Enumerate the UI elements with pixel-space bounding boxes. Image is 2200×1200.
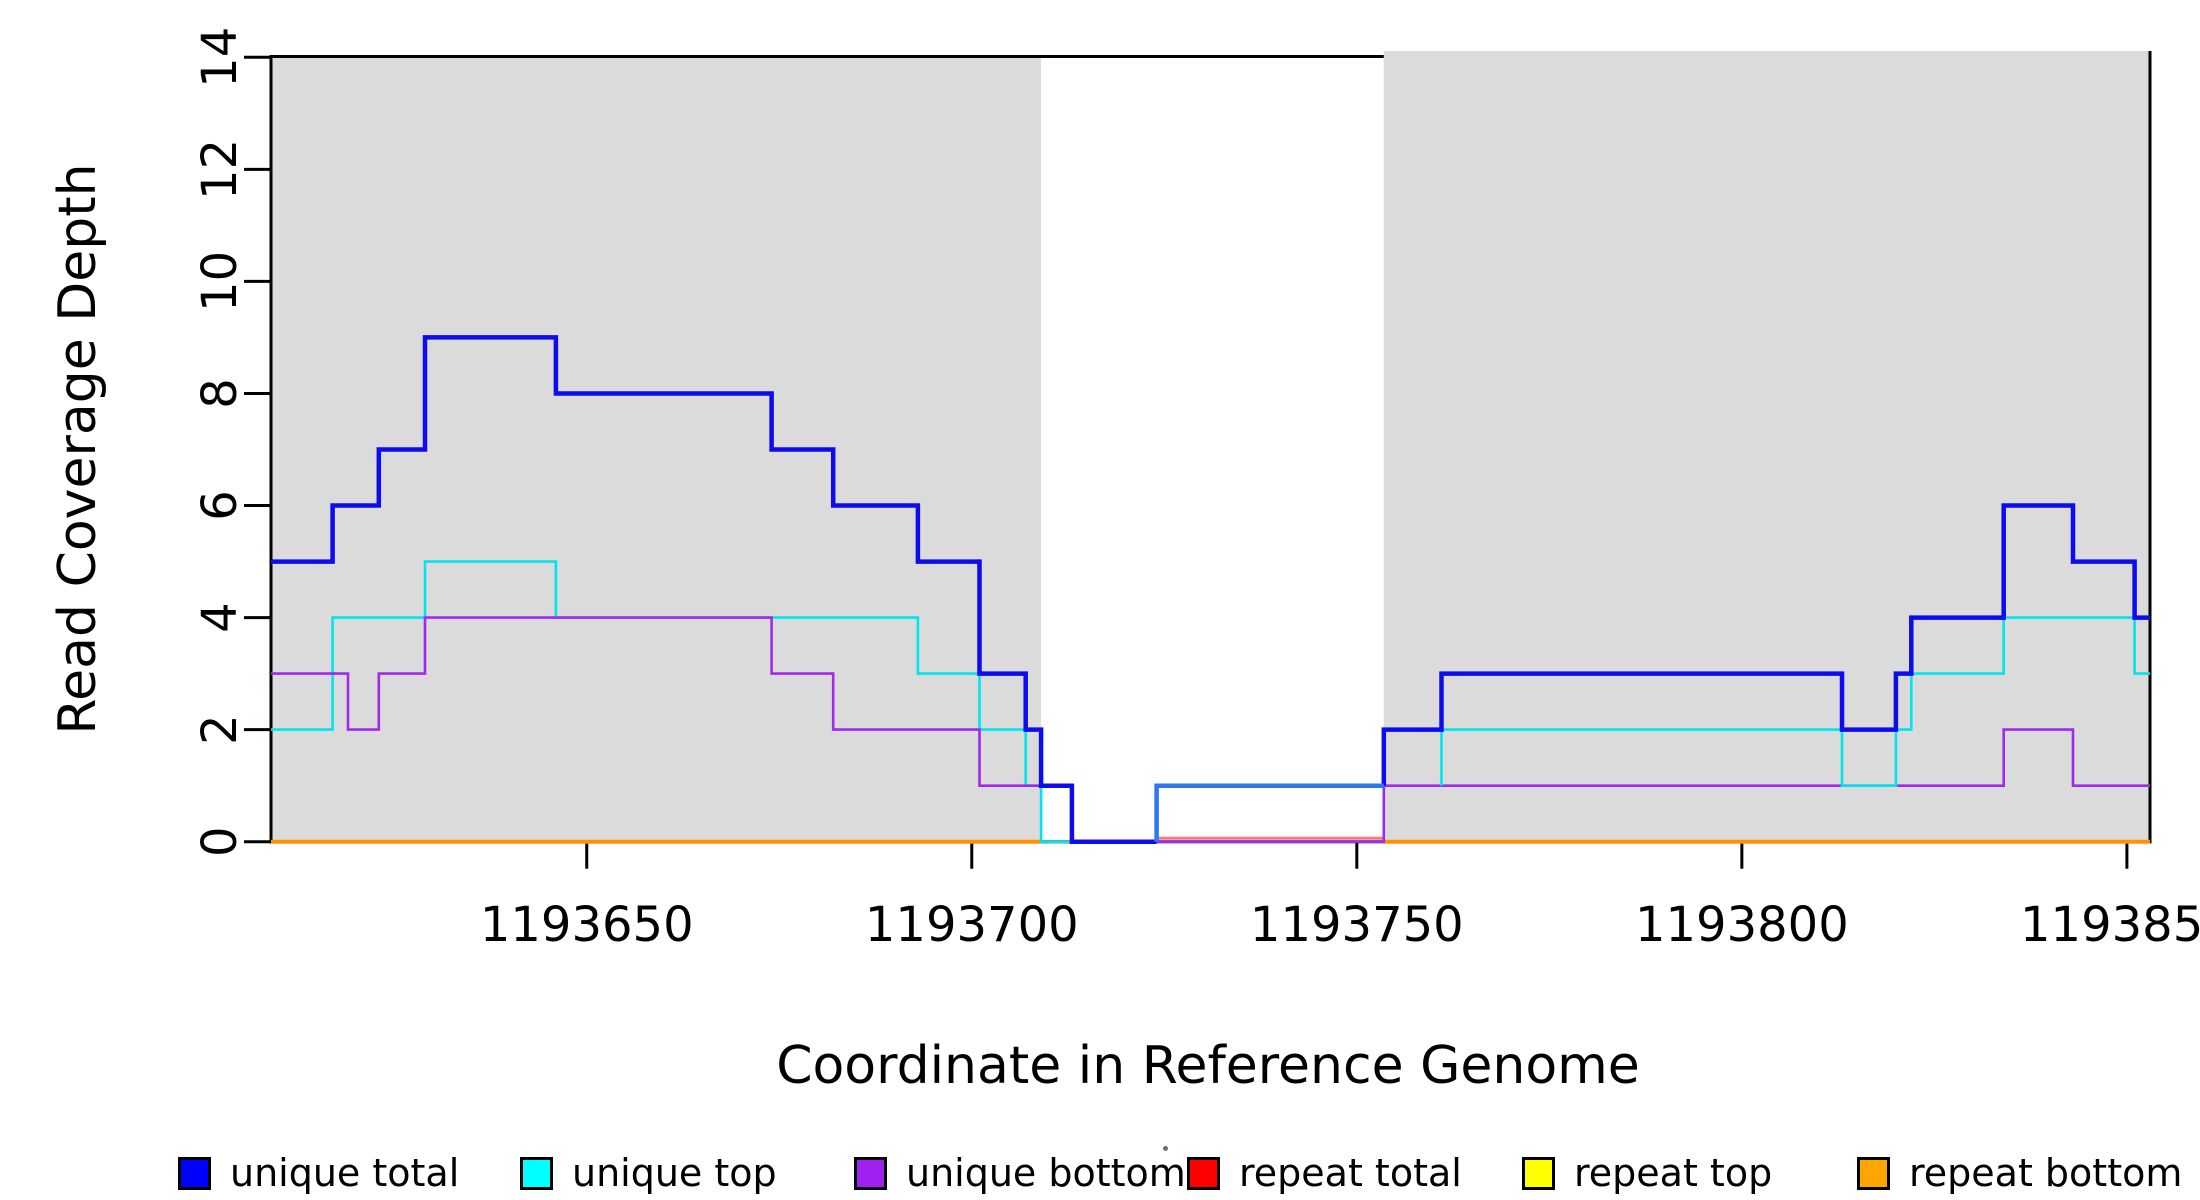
x-tick-label: 1193650 (480, 897, 694, 953)
legend-label: unique top (572, 1151, 777, 1195)
y-tick-label: 8 (192, 378, 248, 409)
legend-label: repeat total (1239, 1151, 1462, 1195)
stray-mark (1163, 1146, 1168, 1151)
unique-total-line-left (271, 335, 1157, 844)
legend-swatch-repeat-top (1522, 1156, 1555, 1190)
legend-label: unique total (230, 1151, 460, 1195)
legend-swatch-unique-total (178, 1156, 211, 1190)
unique-bottom-line (271, 616, 2150, 843)
legend: unique total unique top unique bottom repea… (0, 1150, 2200, 1196)
shaded-region-right (1383, 51, 2150, 842)
legend-label: repeat top (1574, 1151, 1773, 1195)
y-tick-label: 6 (192, 490, 248, 521)
y-tick-label: 4 (192, 602, 248, 633)
legend-label: unique bottom (906, 1151, 1186, 1195)
legend-swatch-unique-top (520, 1156, 553, 1190)
legend-swatch-unique-bottom (854, 1156, 887, 1190)
y-tick-label: 12 (192, 139, 248, 200)
unique-total-line-right (1381, 503, 2150, 786)
legend-item-repeat-top: repeat top (1522, 1150, 1772, 1196)
legend-item-repeat-total: repeat total (1187, 1150, 1462, 1196)
x-axis-title: Coordinate in Reference Genome (776, 1036, 1640, 1096)
legend-item-unique-top: unique top (520, 1150, 777, 1196)
y-tick-label: 0 (192, 826, 248, 857)
legend-swatch-repeat-total (1187, 1156, 1220, 1190)
x-tick-label: 1193850 (2020, 897, 2200, 953)
gap-overlap-line (1154, 783, 1384, 842)
legend-item-repeat-bottom: repeat bottom (1857, 1150, 2182, 1196)
y-tick-label: 14 (192, 27, 248, 88)
legend-swatch-repeat-bottom (1857, 1156, 1890, 1190)
legend-item-unique-bottom: unique bottom (854, 1150, 1186, 1196)
x-tick-label: 1193800 (1635, 897, 1849, 953)
x-tick-label: 1193700 (865, 897, 1079, 953)
legend-label: repeat bottom (1909, 1151, 2183, 1195)
y-tick-label: 2 (192, 714, 248, 745)
y-tick-label: 10 (192, 251, 248, 312)
x-tick-label: 1193750 (1250, 897, 1464, 953)
y-axis-title: Read Coverage Depth (48, 163, 108, 735)
legend-item-unique-total: unique total (178, 1150, 459, 1196)
